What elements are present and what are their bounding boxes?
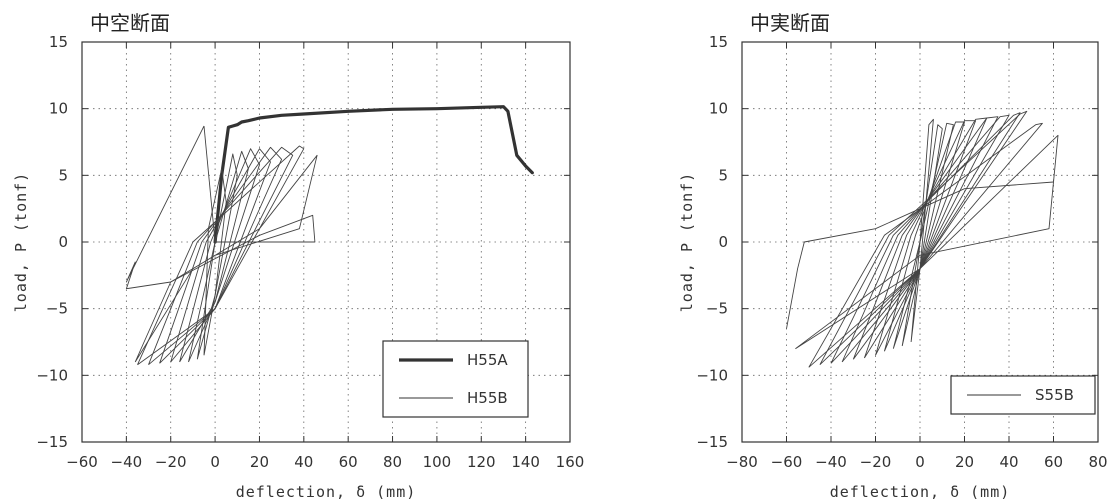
- hysteresis-loop: [852, 116, 999, 360]
- y-tick-label: 5: [58, 166, 68, 184]
- series-H55A: [213, 105, 534, 244]
- y-axis-label: load, P (tonf): [678, 172, 696, 312]
- x-tick-label: 0: [915, 453, 925, 471]
- hysteresis-loop: [901, 124, 943, 347]
- y-tick-label: 10: [49, 100, 68, 118]
- y-axis-label: load, P (tonf): [12, 172, 30, 312]
- hysteresis-loop: [892, 122, 954, 349]
- x-tick-label: −20: [860, 453, 892, 471]
- x-tick-label: −40: [111, 453, 143, 471]
- hysteresis-loop: [148, 146, 294, 366]
- x-tick-label: 60: [339, 453, 358, 471]
- series-H55B: [125, 125, 318, 366]
- hysteresis-loop: [808, 122, 1043, 368]
- hysteresis-loop: [910, 118, 934, 343]
- x-tick-label: 60: [1044, 453, 1063, 471]
- hysteresis-loop: [137, 145, 305, 366]
- y-tick-label: 0: [718, 233, 728, 251]
- chart-title: 中実断面: [750, 11, 830, 35]
- legend-box: [382, 340, 529, 418]
- y-tick-label: −15: [696, 433, 728, 451]
- chart-title: 中空断面: [90, 11, 170, 35]
- hysteresis-loop: [786, 181, 1054, 329]
- y-tick-label: 15: [709, 33, 728, 51]
- y-tick-label: −10: [696, 366, 728, 384]
- x-axis-label: deflection, δ (mm): [830, 483, 1011, 501]
- legend-label: H55B: [467, 389, 508, 407]
- x-tick-label: 20: [955, 453, 974, 471]
- hysteresis-loop: [196, 153, 238, 360]
- x-tick-label: 0: [210, 453, 220, 471]
- legend-label: S55B: [1035, 386, 1074, 404]
- y-tick-label: −10: [36, 366, 68, 384]
- y-tick-label: 15: [49, 33, 68, 51]
- x-tick-label: 120: [467, 453, 496, 471]
- chart-solid-section: 中実断面 −80 −60 −40 −20 0 20 40 60 80 −15 −10 −5 0 5 10 15 d…: [678, 11, 1108, 501]
- y-tick-label: −5: [706, 300, 728, 318]
- hysteresis-loop: [795, 134, 1059, 350]
- x-tick-label: 160: [556, 453, 585, 471]
- x-tick-label: −20: [155, 453, 187, 471]
- x-tick-label: 80: [1088, 453, 1107, 471]
- x-tick-label: 40: [294, 453, 313, 471]
- hysteresis-loop: [863, 117, 988, 359]
- x-tick-label: 100: [423, 453, 452, 471]
- hysteresis-loop: [883, 121, 965, 352]
- y-tick-label: 10: [709, 100, 728, 118]
- hysteresis-loop: [125, 125, 316, 290]
- x-tick-label: 40: [999, 453, 1018, 471]
- x-tick-label: −80: [726, 453, 758, 471]
- x-tick-label: 80: [383, 453, 402, 471]
- x-tick-label: 20: [250, 453, 269, 471]
- hysteresis-loop: [134, 154, 318, 363]
- legend: H55A H55B: [382, 340, 529, 418]
- legend-label: H55A: [467, 351, 508, 369]
- hysteresis-loop: [819, 110, 1028, 366]
- y-tick-label: 0: [58, 233, 68, 251]
- chart-hollow-section: 中空断面−60 −40 −20 0 20 40 60 80 100 120 140 160−15−10…: [12, 11, 584, 501]
- x-tick-label: −60: [66, 453, 98, 471]
- legend: S55B: [950, 375, 1096, 415]
- y-tick-label: 5: [718, 166, 728, 184]
- x-tick-label: 140: [511, 453, 540, 471]
- x-axis-label: deflection, δ (mm): [236, 483, 417, 501]
- series-S55B: [786, 110, 1059, 368]
- x-tick-label: −40: [815, 453, 847, 471]
- x-tick-label: −60: [771, 453, 803, 471]
- hysteresis-loop: [841, 114, 1010, 363]
- hysteresis-loop: [875, 120, 977, 356]
- hysteresis-loop: [830, 112, 1021, 364]
- y-tick-label: −15: [36, 433, 68, 451]
- y-tick-label: −5: [46, 300, 68, 318]
